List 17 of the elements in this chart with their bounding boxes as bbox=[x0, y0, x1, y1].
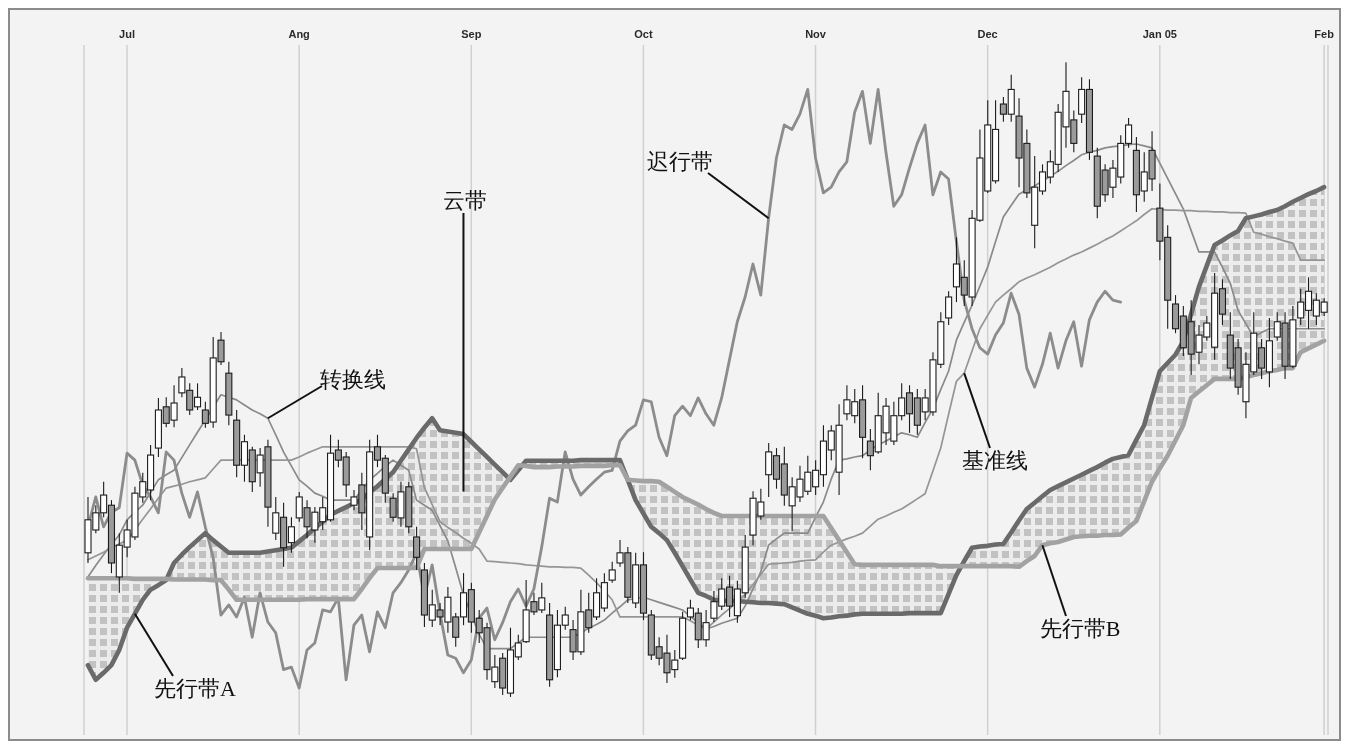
candlestick bbox=[413, 526, 421, 571]
x-tick-label: Oct bbox=[634, 28, 653, 40]
candlestick bbox=[608, 561, 616, 584]
annotation: 云带 bbox=[443, 187, 487, 213]
text: 迟行带 bbox=[647, 148, 713, 174]
x-tick-label: Jul bbox=[119, 28, 135, 40]
candlestick bbox=[945, 290, 953, 326]
series-label: 先行带A bbox=[154, 675, 237, 701]
text: 先行带B bbox=[1039, 615, 1121, 641]
x-tick-label: Dec bbox=[977, 28, 998, 40]
x-tick-label: Jan 05 bbox=[1142, 28, 1177, 40]
x-tick-label: Feb bbox=[1314, 28, 1335, 40]
series-label: 基准线 bbox=[962, 447, 1028, 473]
x-tick-label: Ang bbox=[288, 28, 310, 40]
x-tick-label: Sep bbox=[461, 28, 482, 40]
x-tick-label: Nov bbox=[805, 28, 827, 40]
text: 转换线 bbox=[320, 366, 386, 392]
